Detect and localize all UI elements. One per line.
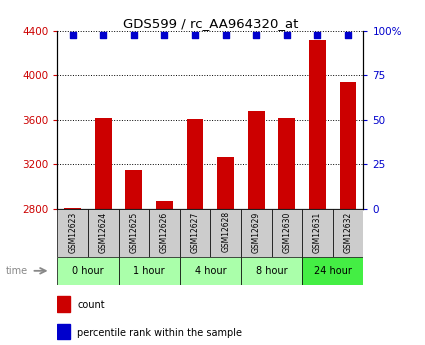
Bar [57, 257, 119, 285]
Bar [302, 209, 333, 257]
Bar [57, 209, 88, 257]
Text: GSM12626: GSM12626 [160, 211, 169, 253]
Point [222, 33, 229, 38]
Bar [302, 257, 363, 285]
Text: count: count [77, 300, 105, 310]
Text: GSM12625: GSM12625 [129, 211, 139, 253]
Title: GDS599 / rc_AA964320_at: GDS599 / rc_AA964320_at [123, 17, 298, 30]
Text: 24 hour: 24 hour [314, 266, 352, 276]
Point [283, 33, 290, 38]
Bar [340, 82, 357, 209]
Text: 8 hour: 8 hour [256, 266, 287, 276]
Bar [278, 118, 295, 209]
Text: time: time [6, 266, 28, 276]
Point [253, 33, 260, 38]
Bar [248, 111, 265, 209]
Bar [210, 209, 241, 257]
Text: GSM12628: GSM12628 [221, 211, 230, 253]
Bar [309, 40, 326, 209]
Text: 4 hour: 4 hour [195, 266, 226, 276]
Text: 1 hour: 1 hour [133, 266, 165, 276]
Text: GSM12629: GSM12629 [252, 211, 261, 253]
Point [69, 33, 76, 38]
Text: GSM12624: GSM12624 [99, 211, 108, 253]
Bar [241, 209, 272, 257]
Bar [88, 209, 119, 257]
Bar [180, 209, 210, 257]
Bar [272, 209, 302, 257]
Bar [119, 209, 149, 257]
Bar [217, 157, 234, 209]
Point [161, 33, 168, 38]
Bar [180, 257, 241, 285]
Text: GSM12632: GSM12632 [343, 211, 353, 253]
Text: GSM12630: GSM12630 [282, 211, 292, 253]
Bar [95, 118, 112, 209]
Text: GSM12623: GSM12623 [68, 211, 77, 253]
Bar [125, 170, 142, 209]
Bar [57, 296, 70, 312]
Bar [241, 257, 302, 285]
Bar [119, 257, 180, 285]
Bar [57, 324, 70, 339]
Point [100, 33, 107, 38]
Bar [64, 208, 81, 209]
Text: 0 hour: 0 hour [72, 266, 104, 276]
Text: GSM12627: GSM12627 [190, 211, 200, 253]
Point [192, 33, 198, 38]
Point [130, 33, 137, 38]
Text: percentile rank within the sample: percentile rank within the sample [77, 328, 242, 338]
Point [314, 33, 321, 38]
Bar [149, 209, 180, 257]
Bar [156, 201, 173, 209]
Text: GSM12631: GSM12631 [313, 211, 322, 253]
Bar [187, 119, 204, 209]
Bar [333, 209, 363, 257]
Point [345, 33, 351, 38]
